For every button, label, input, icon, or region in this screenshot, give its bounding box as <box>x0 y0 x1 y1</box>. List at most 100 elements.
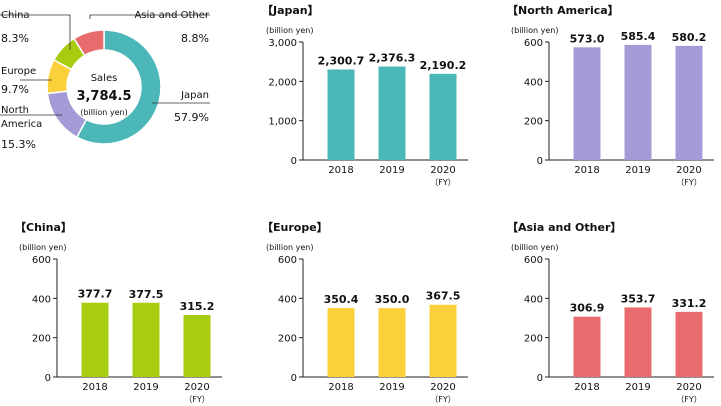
slice-pct-north-america: 15.3% <box>1 138 36 151</box>
y-tick-label-north-america-0: 0 <box>537 156 543 167</box>
slice-label-china: China <box>1 10 30 21</box>
bar-china-2019 <box>132 302 160 377</box>
bar-value-label-north-america-2019: 585.4 <box>621 30 656 43</box>
y-axis-unit-japan: (billion yen) <box>266 26 313 35</box>
leader-line-china <box>0 14 71 50</box>
y-axis-unit-china: (billion yen) <box>19 243 66 252</box>
y-tick-label-china-1: 200 <box>32 334 51 345</box>
bar-value-label-china-2020: 315.2 <box>180 300 215 313</box>
fy-label-asia-and-other: （FY） <box>676 395 702 404</box>
slice-pct-japan: 57.9% <box>174 111 209 124</box>
bar-japan-2019 <box>378 66 406 160</box>
y-tick-label-north-america-1: 200 <box>524 117 543 128</box>
y-tick-label-japan-0: 0 <box>291 156 297 167</box>
bar-chart-japan: 【Japan】 (billion yen) 0 1,000 2,000 3,000 2,30… <box>262 4 468 187</box>
bar-asia-and-other-2020 <box>675 311 703 377</box>
bar-europe-2019 <box>378 308 406 377</box>
bar-chart-europe: 【Europe】 (billion yen) 0 200 400 600 350.4 2018… <box>262 221 468 404</box>
bar-japan-2020 <box>429 73 457 160</box>
bar-value-label-europe-2018: 350.4 <box>324 293 359 306</box>
bar-europe-2020 <box>429 304 457 377</box>
leader-line-asia <box>89 14 210 19</box>
x-tick-label-north-america-2020: 2020 <box>676 165 701 176</box>
y-tick-label-north-america-2: 400 <box>524 77 543 88</box>
y-tick-label-china-2: 400 <box>32 294 51 305</box>
slice-pct-europe: 9.7% <box>1 83 29 96</box>
bar-europe-2018 <box>327 308 355 377</box>
x-tick-label-china-2018: 2018 <box>82 382 107 393</box>
donut-chart: Sales 3,784.5 (billion yen) Japan 57.9% Asia … <box>0 10 210 151</box>
y-tick-label-north-america-3: 600 <box>524 38 543 49</box>
y-tick-label-asia-and-other-3: 600 <box>524 255 543 266</box>
bar-value-label-europe-2020: 367.5 <box>426 290 461 303</box>
y-tick-label-asia-and-other-0: 0 <box>537 373 543 384</box>
y-tick-label-china-3: 600 <box>32 255 51 266</box>
bar-china-2018 <box>81 302 109 377</box>
donut-slice-japan <box>75 29 162 145</box>
slice-label-asia-other: Asia and Other <box>134 10 209 21</box>
slice-pct-asia-other: 8.8% <box>181 32 209 45</box>
x-tick-label-asia-and-other-2020: 2020 <box>676 382 701 393</box>
bar-asia-and-other-2018 <box>573 316 601 377</box>
x-tick-label-japan-2018: 2018 <box>328 165 353 176</box>
x-tick-label-europe-2019: 2019 <box>379 382 404 393</box>
fy-label-europe: （FY） <box>430 395 456 404</box>
y-tick-label-japan-3: 3,000 <box>268 38 297 49</box>
chart-title-japan: 【Japan】 <box>262 4 319 17</box>
y-axis-unit-europe: (billion yen) <box>266 243 313 252</box>
bar-value-label-asia-and-other-2020: 331.2 <box>672 297 707 310</box>
bar-value-label-north-america-2018: 573.0 <box>570 32 605 45</box>
x-tick-label-japan-2019: 2019 <box>379 165 404 176</box>
chart-title-china: 【China】 <box>15 221 72 234</box>
slice-pct-china: 8.3% <box>1 32 29 45</box>
x-tick-label-europe-2020: 2020 <box>430 382 455 393</box>
bar-north-america-2020 <box>675 45 703 161</box>
bar-value-label-china-2019: 377.5 <box>129 288 164 301</box>
fy-label-north-america: （FY） <box>676 178 702 187</box>
y-tick-label-asia-and-other-2: 400 <box>524 294 543 305</box>
x-tick-label-europe-2018: 2018 <box>328 382 353 393</box>
y-tick-label-europe-3: 600 <box>278 255 297 266</box>
bar-value-label-japan-2020: 2,190.2 <box>420 59 467 72</box>
x-tick-label-japan-2020: 2020 <box>430 165 455 176</box>
y-tick-label-china-0: 0 <box>45 373 51 384</box>
bar-chart-asia-and-other: 【Asia and Other】 (billion yen) 0 200 400 600 3… <box>507 221 714 404</box>
bar-north-america-2019 <box>624 44 652 160</box>
x-tick-label-china-2020: 2020 <box>184 382 209 393</box>
bar-value-label-europe-2019: 350.0 <box>375 293 410 306</box>
slice-label-north-america-line1: North <box>1 105 29 116</box>
fy-label-japan: （FY） <box>430 178 456 187</box>
y-tick-label-europe-1: 200 <box>278 334 297 345</box>
x-tick-label-china-2019: 2019 <box>133 382 158 393</box>
bar-value-label-japan-2019: 2,376.3 <box>369 52 416 65</box>
y-tick-label-asia-and-other-1: 200 <box>524 334 543 345</box>
bar-north-america-2018 <box>573 47 601 161</box>
bar-china-2020 <box>183 315 211 377</box>
chart-title-asia-and-other: 【Asia and Other】 <box>507 221 621 234</box>
y-axis-unit-north-america: (billion yen) <box>511 26 558 35</box>
bar-value-label-china-2018: 377.7 <box>78 288 113 301</box>
slice-label-north-america-line2: America <box>1 119 42 130</box>
x-tick-label-north-america-2019: 2019 <box>625 165 650 176</box>
bar-chart-china: 【China】 (billion yen) 0 200 400 600 377.7 2018 3… <box>15 221 222 404</box>
x-tick-label-asia-and-other-2018: 2018 <box>574 382 599 393</box>
x-tick-label-north-america-2018: 2018 <box>574 165 599 176</box>
y-tick-label-europe-2: 400 <box>278 294 297 305</box>
bar-chart-north-america: 【North America】 (billion yen) 0 200 400 600 57… <box>507 4 714 187</box>
x-tick-label-asia-and-other-2019: 2019 <box>625 382 650 393</box>
chart-title-north-america: 【North America】 <box>507 4 619 17</box>
donut-slice-asia-and-other <box>73 29 105 57</box>
donut-center-unit: (billion yen) <box>80 108 127 117</box>
y-axis-unit-asia-and-other: (billion yen) <box>511 243 558 252</box>
chart-title-europe: 【Europe】 <box>262 221 328 234</box>
bar-value-label-asia-and-other-2018: 306.9 <box>570 302 605 315</box>
bar-japan-2018 <box>327 69 355 160</box>
slice-label-japan: Japan <box>180 90 209 101</box>
bar-value-label-north-america-2020: 580.2 <box>672 31 707 44</box>
donut-center-label: Sales <box>91 73 118 84</box>
y-tick-label-japan-1: 1,000 <box>268 117 297 128</box>
y-tick-label-europe-0: 0 <box>291 373 297 384</box>
fy-label-china: （FY） <box>184 395 210 404</box>
slice-label-europe: Europe <box>1 66 36 77</box>
